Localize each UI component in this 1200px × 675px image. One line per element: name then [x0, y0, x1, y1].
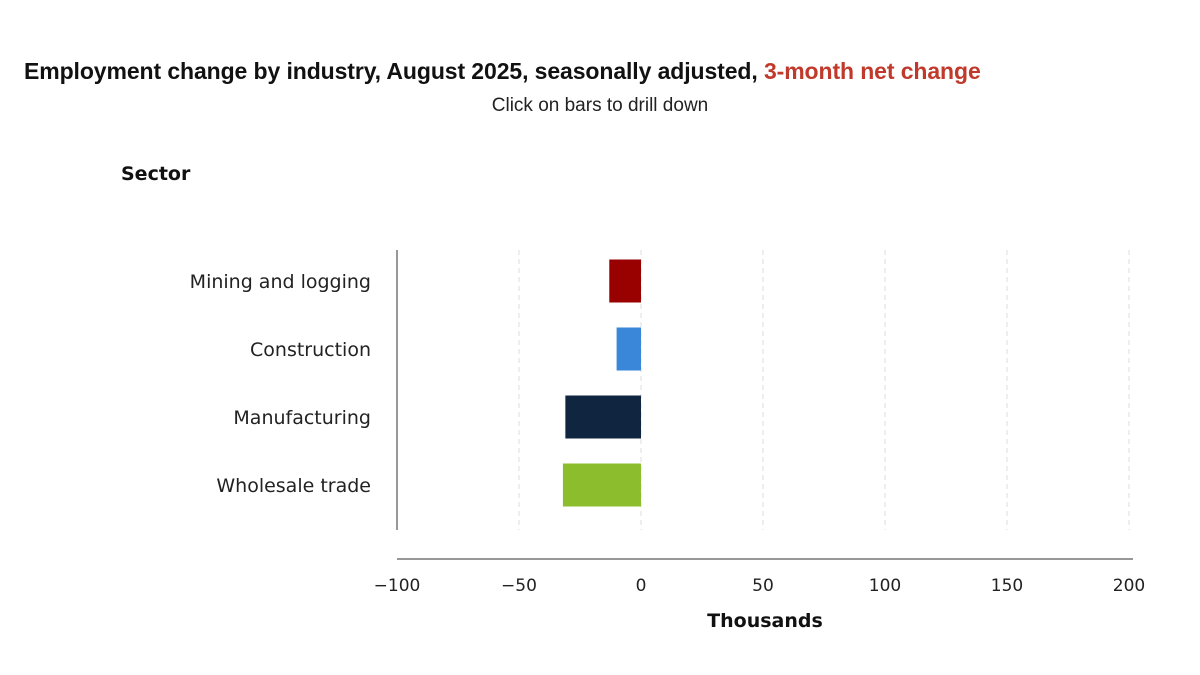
chart-title-highlight: 3-month net change — [763, 58, 981, 84]
x-axis-title: Thousands — [707, 610, 823, 632]
bar[interactable] — [616, 327, 641, 371]
category-label: Wholesale trade — [216, 475, 371, 497]
chart-title-main: Employment change by industry, August 20… — [24, 58, 764, 84]
category-label: Mining and logging — [190, 271, 371, 293]
x-tick-label: 200 — [1113, 576, 1145, 596]
chart-subtitle: Click on bars to drill down — [491, 95, 709, 116]
bar[interactable] — [565, 395, 641, 439]
x-tick-label: 100 — [869, 576, 901, 596]
label-layer: Mining and logging Construction Manufactur… — [190, 271, 1146, 632]
x-tick-label: −50 — [501, 576, 537, 596]
x-tick-label: 150 — [991, 576, 1023, 596]
x-tick-label: 50 — [752, 576, 774, 596]
axis-layer — [396, 250, 1133, 560]
category-label: Construction — [250, 339, 371, 361]
category-label: Manufacturing — [233, 407, 371, 429]
x-tick-label: −100 — [374, 576, 421, 596]
x-tick-label: 0 — [636, 576, 647, 596]
chart-title: Employment change by industry, August 20… — [24, 58, 981, 85]
bar-layer — [562, 259, 641, 507]
y-axis-title: Sector — [121, 163, 191, 185]
bar[interactable] — [562, 463, 641, 507]
bar[interactable] — [609, 259, 641, 303]
